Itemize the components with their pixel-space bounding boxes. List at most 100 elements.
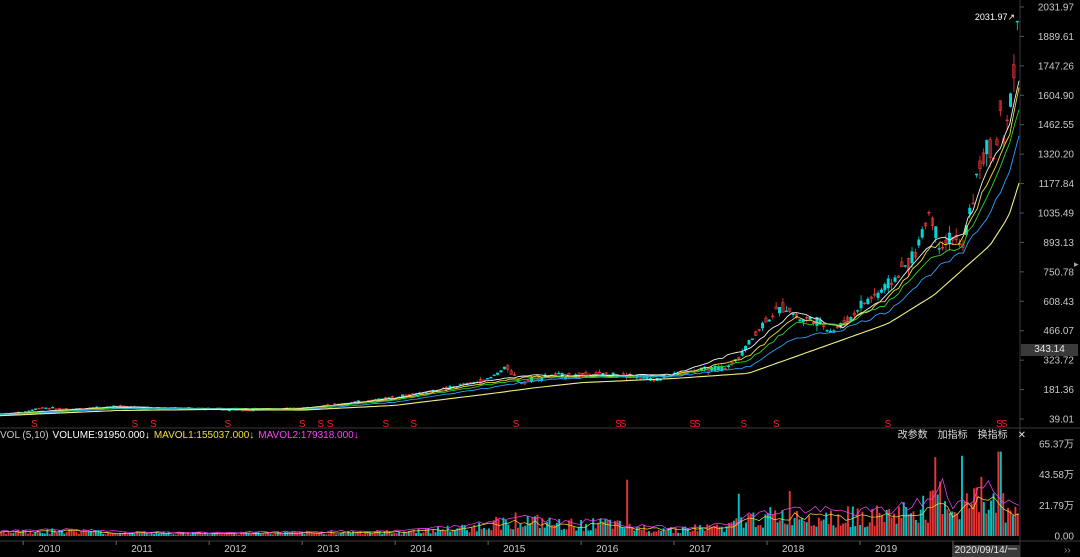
volume-bar xyxy=(910,513,913,536)
candle-body xyxy=(47,408,51,410)
volume-bar xyxy=(286,531,289,536)
volume-bar xyxy=(182,532,185,536)
volume-bar xyxy=(779,520,781,536)
volume-bar xyxy=(638,527,641,536)
volume-bar xyxy=(184,534,187,536)
volume-bar xyxy=(963,501,966,536)
volume-bar xyxy=(500,529,502,536)
volume-bar xyxy=(475,531,478,536)
candle-body xyxy=(812,322,815,324)
volume-bar xyxy=(187,532,190,536)
candle-body xyxy=(866,298,870,305)
volume-bar xyxy=(133,534,136,536)
price-tick-label: 181.36 xyxy=(1043,385,1074,396)
volume-bar xyxy=(361,534,364,536)
candle-body xyxy=(54,408,58,410)
volume-bar xyxy=(618,520,621,536)
volume-bar xyxy=(791,525,794,536)
volume-bar xyxy=(994,512,997,536)
volume-bar xyxy=(924,519,927,536)
candle-body xyxy=(893,277,897,282)
axis-toggle-icon[interactable]: ▸ xyxy=(1074,259,1079,269)
close-icon[interactable]: ✕ xyxy=(1017,430,1026,441)
add-indicator-button[interactable]: 加指标 xyxy=(937,430,968,441)
volume-bar xyxy=(548,517,551,536)
volume-bar xyxy=(478,522,481,536)
volume-bar xyxy=(587,530,590,536)
moving-average-line-ma5 xyxy=(0,135,1020,416)
volume-bar xyxy=(456,528,459,536)
switch-indicator-button[interactable]: 换指标 xyxy=(977,430,1008,441)
candle-body xyxy=(119,405,123,407)
candle-body xyxy=(927,212,931,214)
volume-bar xyxy=(580,519,583,536)
volume-bar xyxy=(796,510,798,536)
volume-bar xyxy=(735,518,738,536)
volume-bar xyxy=(349,533,352,536)
volume-bar xyxy=(783,523,786,536)
volume-bar xyxy=(987,509,990,536)
volume-bar xyxy=(774,510,777,536)
volume-bar xyxy=(689,531,692,536)
volume-bar xyxy=(121,533,124,536)
volume-bar xyxy=(529,523,532,536)
volume-bar xyxy=(813,525,815,536)
volume-bar xyxy=(247,533,250,536)
volume-bar xyxy=(880,514,883,536)
volume-bar xyxy=(728,522,731,536)
price-tick-label: 1462.55 xyxy=(1038,120,1075,131)
volume-bar xyxy=(473,524,476,536)
volume-bar xyxy=(383,530,386,536)
volume-bar xyxy=(616,520,619,536)
volume-bar xyxy=(94,529,97,536)
volume-bar xyxy=(303,533,306,536)
volume-bar xyxy=(463,524,466,536)
volume-bar xyxy=(298,531,301,536)
volume-bar xyxy=(873,525,876,536)
candle-body xyxy=(764,317,768,323)
candle-body xyxy=(771,315,775,318)
volume-bar xyxy=(781,510,784,536)
volume-tick-label: 65.37万 xyxy=(1039,440,1074,451)
crosshair-date-badge: 2020/09/14/一 xyxy=(952,545,1020,557)
candle-body xyxy=(805,316,809,319)
volume-bar xyxy=(485,529,488,536)
volume-bar xyxy=(262,533,265,536)
candle-body xyxy=(767,319,771,322)
volume-bar xyxy=(531,516,534,536)
volume-bar xyxy=(866,526,869,536)
volume-bar xyxy=(776,522,779,536)
candle-body xyxy=(985,140,989,155)
scroll-right-icon[interactable]: ›› xyxy=(1064,545,1071,556)
candle-body xyxy=(754,331,758,336)
volume-bar xyxy=(310,531,313,536)
volume-bar xyxy=(788,490,791,536)
volume-bar xyxy=(228,533,231,536)
edit-params-button[interactable]: 改参数 xyxy=(897,430,928,441)
candle-body xyxy=(526,379,530,382)
candle-body xyxy=(815,316,819,326)
volume-bar xyxy=(631,527,633,536)
volume-bar xyxy=(846,506,849,536)
volume-bar xyxy=(517,527,519,536)
volume-bar xyxy=(458,527,461,536)
volume-bar xyxy=(29,532,32,536)
volume-bar xyxy=(490,530,493,536)
volume-bar xyxy=(252,532,255,536)
candle-body xyxy=(896,275,900,278)
volume-bar xyxy=(308,531,311,536)
price-tick-label: 893.13 xyxy=(1043,238,1074,249)
candle-body xyxy=(761,322,765,329)
volume-bar xyxy=(553,524,556,536)
signal-mark: S xyxy=(740,419,747,430)
volume-bar xyxy=(235,533,238,536)
volume-bar xyxy=(645,532,648,536)
volume-bar xyxy=(507,524,510,536)
volume-bar xyxy=(725,526,728,536)
candle-body xyxy=(489,377,493,379)
volume-bar xyxy=(422,532,425,536)
mavol2-value: MAVOL2:179318.000↓ xyxy=(258,430,359,441)
volume-tick-label: 0.00 xyxy=(1055,532,1075,543)
volume-bar xyxy=(519,523,522,536)
